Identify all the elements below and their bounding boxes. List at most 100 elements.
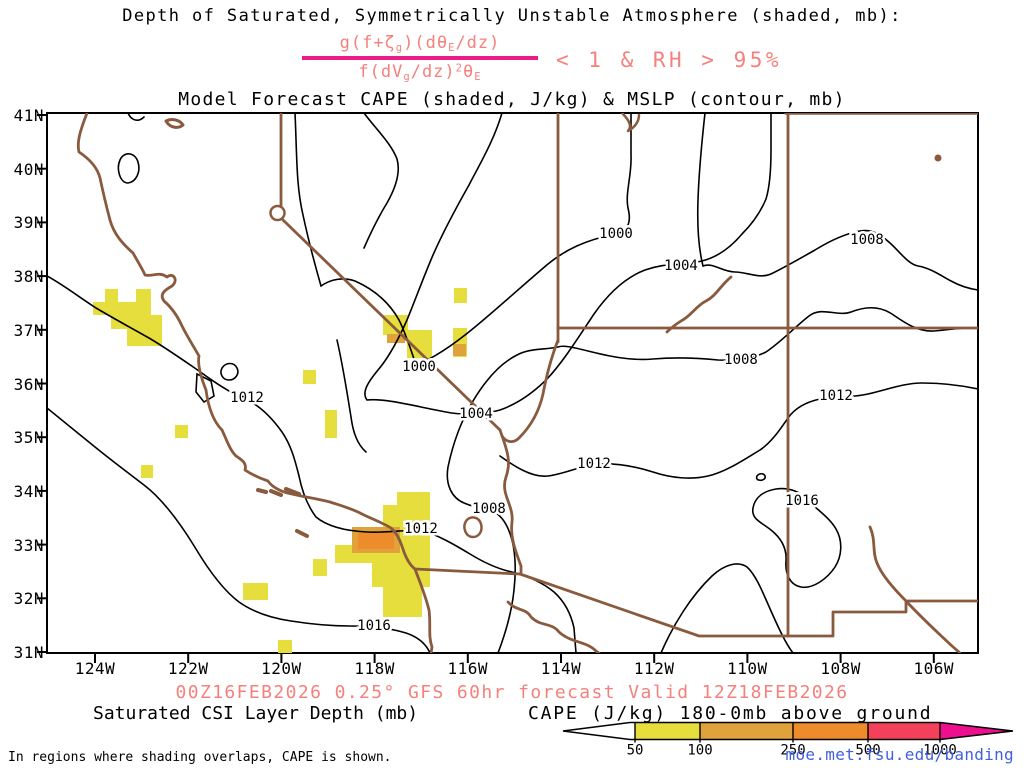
contour-label: 1000 <box>402 359 436 375</box>
lake-dot <box>934 154 942 162</box>
shading-cell <box>127 329 162 346</box>
contour-label: 1004 <box>664 258 698 274</box>
lon-label: 114W <box>540 659 582 678</box>
colorbar-segment <box>793 722 868 740</box>
colorbar-segment <box>563 722 635 740</box>
geo-border <box>500 338 560 443</box>
colorbar-tick-label: 250 <box>780 743 805 759</box>
lon-label: 118W <box>354 659 395 678</box>
site-link[interactable]: moe.met.fsu.edu/banding <box>785 745 1014 764</box>
contour-label: 1016 <box>785 493 819 509</box>
mslp-contour <box>499 382 978 479</box>
mslp-contour <box>660 563 794 653</box>
colorbar-tick-label: 1000 <box>923 743 957 759</box>
geo-border <box>506 600 601 653</box>
mslp-contour <box>364 113 772 415</box>
mslp-contour <box>47 407 431 653</box>
contour-label: 1012 <box>577 456 611 472</box>
colorbar-tick-label: 100 <box>687 743 712 759</box>
colorbar-segment <box>700 722 793 740</box>
model-run-info: 00Z16FEB2026 0.25° GFS 60hr forecast Val… <box>175 682 849 703</box>
shading-cell <box>387 334 405 343</box>
shading-cell <box>243 583 268 600</box>
overlap-note: In regions where shading overlaps, CAPE … <box>8 750 392 765</box>
lon-label: 116W <box>447 659 489 678</box>
mslp-contour <box>195 372 215 404</box>
lon-label: 106W <box>913 659 955 678</box>
mslp-contour <box>755 472 766 482</box>
lake-outline <box>269 204 286 222</box>
contour-label: 1016 <box>357 618 391 634</box>
lat-label: 37N <box>13 320 44 340</box>
shading-cell <box>93 302 151 315</box>
mslp-contour <box>336 339 367 453</box>
geo-border <box>281 218 502 432</box>
mslp-contour <box>696 113 978 291</box>
csi-legend-title: Saturated CSI Layer Depth (mb) <box>93 703 419 724</box>
shading-cell <box>325 410 337 438</box>
shading-cell <box>358 533 394 549</box>
mslp-contour <box>127 113 145 122</box>
geo-border <box>413 567 978 638</box>
lon-label: 122W <box>167 659 209 678</box>
lat-label: 35N <box>13 428 44 448</box>
lat-label: 41N <box>13 106 44 125</box>
geo-border <box>498 428 523 575</box>
geo-border <box>620 113 641 133</box>
lat-label: 32N <box>13 589 44 609</box>
geo-border <box>284 487 301 496</box>
contour-label: 1008 <box>850 232 884 248</box>
map-layers: 1000 1000 1004 1004 1008 1008 1008 1012 1012 1012… <box>47 113 978 653</box>
formula-denominator: f(dVg/dz)2θE <box>358 62 482 83</box>
lon-label: 112W <box>633 659 675 678</box>
shading-cell <box>454 288 467 303</box>
formula-condition: < 1 & RH > 95% <box>556 48 783 72</box>
lat-label: 31N <box>13 643 44 662</box>
shading-cell <box>136 289 151 303</box>
shading-cell <box>313 559 327 576</box>
cape-colorbar: 50 100 250 500 1000 <box>562 721 1014 759</box>
geo-border <box>665 275 733 334</box>
cape-legend-title: CAPE (J/kg) 180-0mb above ground <box>528 703 933 724</box>
lat-label: 34N <box>13 481 44 501</box>
mslp-contour <box>446 306 978 653</box>
mslp-contour <box>220 362 239 381</box>
lat-label: 38N <box>13 267 44 287</box>
lon-label: 124W <box>74 659 116 678</box>
geo-border <box>76 113 434 653</box>
shading-cell <box>397 492 430 506</box>
colorbar-tick-label: 50 <box>627 743 644 759</box>
geo-border <box>269 489 283 497</box>
contour-label: 1012 <box>404 521 438 537</box>
shading-cell <box>383 587 422 617</box>
lon-label: 110W <box>727 659 768 678</box>
lat-label: 40N <box>13 159 44 179</box>
geo-border <box>295 529 309 538</box>
contour-label: 1000 <box>599 226 633 242</box>
colorbar-segment <box>635 722 700 740</box>
map-subtitle: Model Forecast CAPE (shaded, J/kg) & MSL… <box>178 89 846 110</box>
contour-label: 1008 <box>472 501 506 517</box>
contour-label: 1008 <box>724 352 758 368</box>
colorbar-tick-label: 500 <box>855 743 880 759</box>
formula-numerator: g(f+ζg)(dθE/dz) <box>339 33 501 54</box>
mslp-contour <box>47 275 577 653</box>
page-title: Depth of Saturated, Symmetrically Unstab… <box>122 6 902 26</box>
lat-label: 39N <box>13 213 44 233</box>
colorbar-segment <box>868 722 940 740</box>
shading-cell <box>111 315 162 329</box>
shading-cell <box>453 344 466 356</box>
lat-label: 36N <box>13 374 44 394</box>
mslp-contour <box>363 113 400 249</box>
geo-border <box>256 488 268 494</box>
lon-label: 120W <box>261 659 302 678</box>
mslp-contour <box>294 113 632 367</box>
lon-label: 108W <box>820 659 861 678</box>
contour-label: 1012 <box>819 388 853 404</box>
shading-cell <box>105 289 118 303</box>
contour-label: 1004 <box>459 406 493 422</box>
lat-label: 33N <box>13 535 44 555</box>
geo-border <box>868 525 962 653</box>
lake-outline <box>463 516 483 539</box>
